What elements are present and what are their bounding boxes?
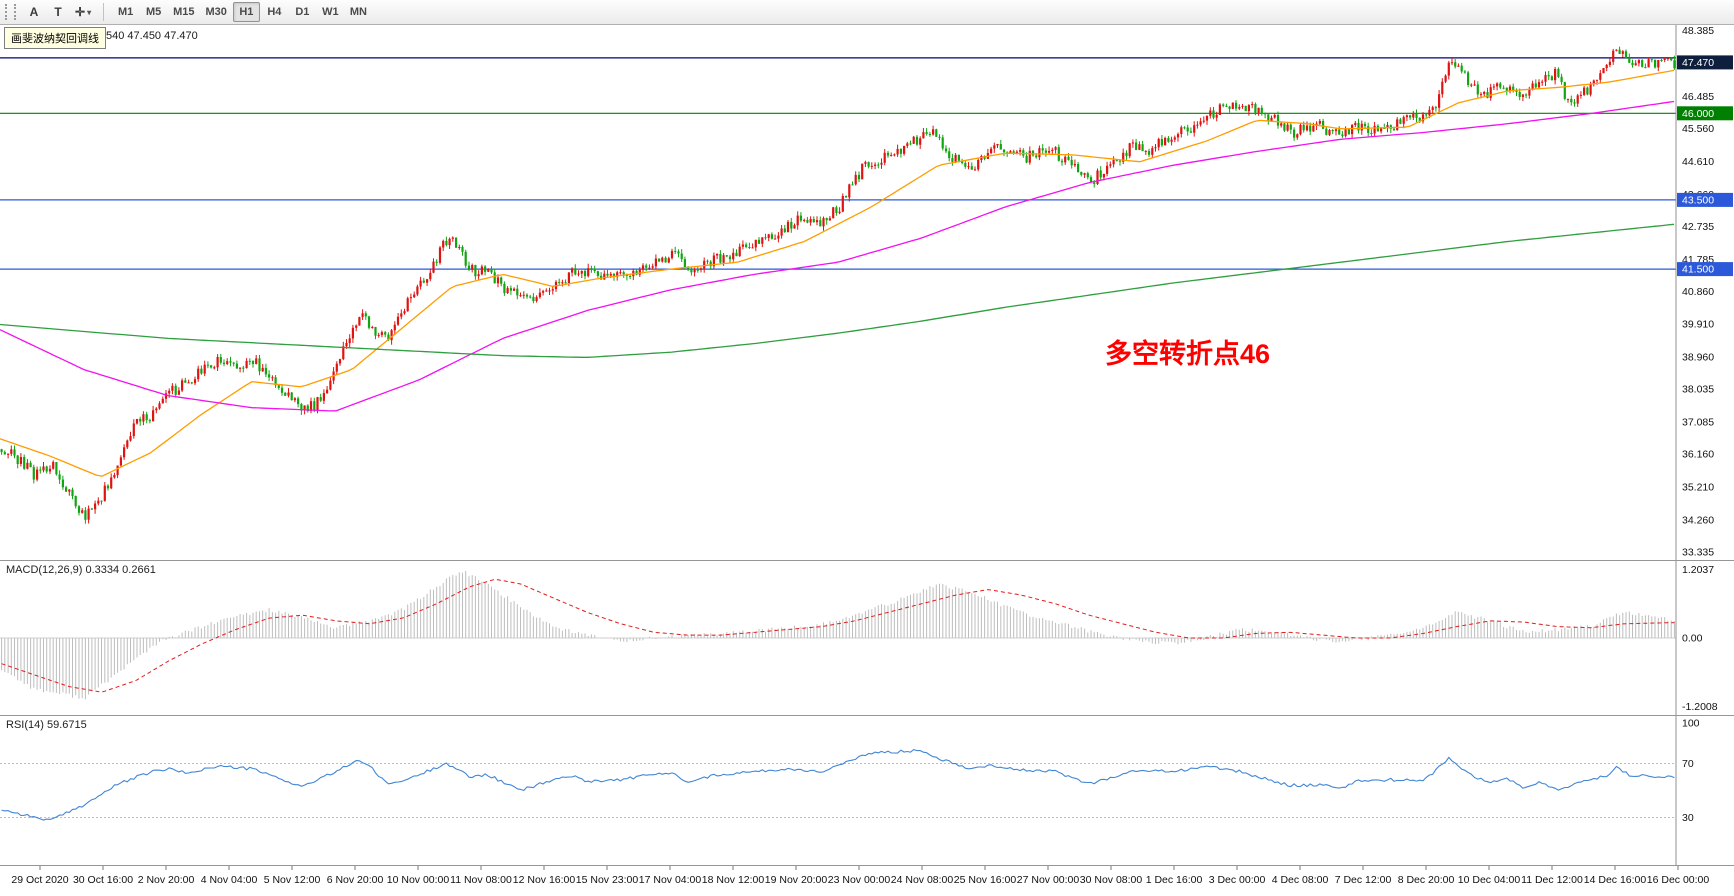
svg-text:36.160: 36.160 (1682, 449, 1714, 461)
macd-signal-line (1, 578, 1675, 693)
svg-text:47.470: 47.470 (1682, 57, 1714, 69)
svg-text:42.735: 42.735 (1682, 221, 1714, 233)
svg-text:5 Nov 12:00: 5 Nov 12:00 (264, 874, 321, 886)
svg-text:35.210: 35.210 (1682, 481, 1714, 493)
svg-text:10 Nov 00:00: 10 Nov 00:00 (387, 874, 450, 886)
svg-text:17 Nov 04:00: 17 Nov 04:00 (639, 874, 702, 886)
svg-text:11 Nov 08:00: 11 Nov 08:00 (450, 874, 512, 886)
timeframe-button-m30[interactable]: M30 (200, 2, 231, 22)
svg-text:23 Nov 00:00: 23 Nov 00:00 (828, 874, 891, 886)
svg-text:1.2037: 1.2037 (1682, 564, 1714, 576)
svg-text:38.035: 38.035 (1682, 384, 1714, 396)
rsi-line (1, 748, 1675, 821)
svg-text:46.000: 46.000 (1682, 108, 1714, 120)
svg-text:7 Dec 12:00: 7 Dec 12:00 (1335, 874, 1392, 886)
candles-layer (0, 46, 1676, 524)
ma-line-slow (0, 223, 1675, 358)
svg-text:70: 70 (1682, 758, 1694, 770)
toolbar-grip[interactable] (5, 4, 16, 20)
svg-text:14 Dec 16:00: 14 Dec 16:00 (1584, 874, 1647, 886)
current-price-tag (1677, 55, 1733, 70)
chart-annotation: 多空转折点46 (1105, 339, 1271, 369)
time-axis-labels: 29 Oct 2020 30 Oct 16:00 2 Nov 20:00 4 Nov … (11, 866, 1709, 886)
time-axis: 29 Oct 2020 30 Oct 16:00 2 Nov 20:00 4 Nov … (0, 865, 1734, 886)
text-tool-button[interactable]: A (23, 2, 45, 22)
svg-text:16 Dec 00:00: 16 Dec 00:00 (1647, 874, 1710, 886)
svg-text:48.385: 48.385 (1682, 25, 1714, 37)
svg-text:4 Nov 04:00: 4 Nov 04:00 (201, 874, 258, 886)
crosshair-icon: ✛ (75, 5, 86, 19)
svg-text:41.500: 41.500 (1682, 264, 1714, 276)
hline-price-tag (1677, 192, 1733, 207)
ma-line-fast (0, 69, 1675, 477)
label-tool-button[interactable]: T (47, 2, 69, 22)
quote-info: 540 47.450 47.470 (106, 30, 198, 42)
svg-text:30 Nov 08:00: 30 Nov 08:00 (1080, 874, 1143, 886)
svg-text:38.960: 38.960 (1682, 352, 1714, 364)
svg-text:24 Nov 08:00: 24 Nov 08:00 (891, 874, 954, 886)
main-price-chart[interactable]: 48.38546.48545.56044.61043.66042.73541.7… (0, 25, 1734, 560)
svg-text:27 Nov 00:00: 27 Nov 00:00 (1017, 874, 1080, 886)
toolbar: A T ✛ ▾ M1 M5 M15 M30 H1 H4 D1 W1 MN (0, 0, 1734, 25)
svg-text:41.785: 41.785 (1682, 254, 1714, 266)
svg-text:33.335: 33.335 (1682, 546, 1714, 558)
svg-text:1 Dec 16:00: 1 Dec 16:00 (1146, 874, 1203, 886)
svg-text:2 Nov 20:00: 2 Nov 20:00 (138, 874, 195, 886)
svg-text:44.610: 44.610 (1682, 156, 1714, 168)
fibonacci-tooltip: 画斐波纳契回调线 (4, 27, 106, 49)
svg-text:0.00: 0.00 (1682, 633, 1703, 645)
svg-text:25 Nov 16:00: 25 Nov 16:00 (954, 874, 1017, 886)
timeframe-buttons: M1 M5 M15 M30 H1 H4 D1 W1 MN (112, 2, 372, 22)
rsi-indicator-label: RSI(14) 59.6715 (6, 719, 87, 731)
svg-text:12 Nov 16:00: 12 Nov 16:00 (513, 874, 576, 886)
svg-text:18 Nov 12:00: 18 Nov 12:00 (702, 874, 765, 886)
svg-text:19 Nov 20:00: 19 Nov 20:00 (765, 874, 828, 886)
svg-text:4 Dec 08:00: 4 Dec 08:00 (1272, 874, 1329, 886)
timeframe-button-mn[interactable]: MN (345, 2, 372, 22)
svg-text:-1.2008: -1.2008 (1682, 701, 1718, 713)
toolbar-separator (103, 3, 105, 21)
svg-text:40.860: 40.860 (1682, 286, 1714, 298)
hline-price-tag (1677, 106, 1733, 121)
ma-line-medium (0, 100, 1675, 412)
timeframe-button-h4[interactable]: H4 (261, 2, 288, 22)
caret-down-icon: ▾ (87, 7, 92, 17)
svg-text:3 Dec 00:00: 3 Dec 00:00 (1209, 874, 1266, 886)
timeframe-button-m1[interactable]: M1 (112, 2, 139, 22)
svg-text:100: 100 (1682, 718, 1700, 730)
svg-text:11 Dec 12:00: 11 Dec 12:00 (1521, 874, 1583, 886)
price-axis-labels: 48.38546.48545.56044.61043.66042.73541.7… (1682, 25, 1714, 558)
macd-indicator-label: MACD(12,26,9) 0.3334 0.2661 (6, 564, 156, 576)
timeframe-button-d1[interactable]: D1 (289, 2, 316, 22)
svg-text:43.500: 43.500 (1682, 194, 1714, 206)
draw-tool-dropdown[interactable]: ✛ ▾ (71, 2, 95, 22)
svg-text:34.260: 34.260 (1682, 514, 1714, 526)
hline-price-tag (1677, 262, 1733, 277)
svg-text:10 Dec 04:00: 10 Dec 04:00 (1458, 874, 1521, 886)
svg-text:29 Oct 2020: 29 Oct 2020 (11, 874, 68, 886)
timeframe-button-m15[interactable]: M15 (168, 2, 199, 22)
svg-text:30 Oct 16:00: 30 Oct 16:00 (73, 874, 133, 886)
svg-text:45.560: 45.560 (1682, 123, 1714, 135)
svg-text:8 Dec 20:00: 8 Dec 20:00 (1398, 874, 1455, 886)
svg-text:46.485: 46.485 (1682, 91, 1714, 103)
timeframe-button-m5[interactable]: M5 (140, 2, 167, 22)
macd-panel[interactable]: 1.2037 0.00 -1.2008 (0, 560, 1734, 715)
timeframe-button-h1[interactable]: H1 (232, 2, 260, 22)
timeframe-button-w1[interactable]: W1 (317, 2, 344, 22)
svg-text:6 Nov 20:00: 6 Nov 20:00 (327, 874, 384, 886)
macd-histogram (1, 571, 1675, 700)
svg-text:39.910: 39.910 (1682, 319, 1714, 331)
svg-text:15 Nov 23:00: 15 Nov 23:00 (576, 874, 639, 886)
horizontal-lines-layer[interactable] (0, 57, 1676, 270)
svg-text:37.085: 37.085 (1682, 417, 1714, 429)
svg-text:30: 30 (1682, 812, 1694, 824)
rsi-panel[interactable]: 100 70 30 (0, 715, 1734, 865)
